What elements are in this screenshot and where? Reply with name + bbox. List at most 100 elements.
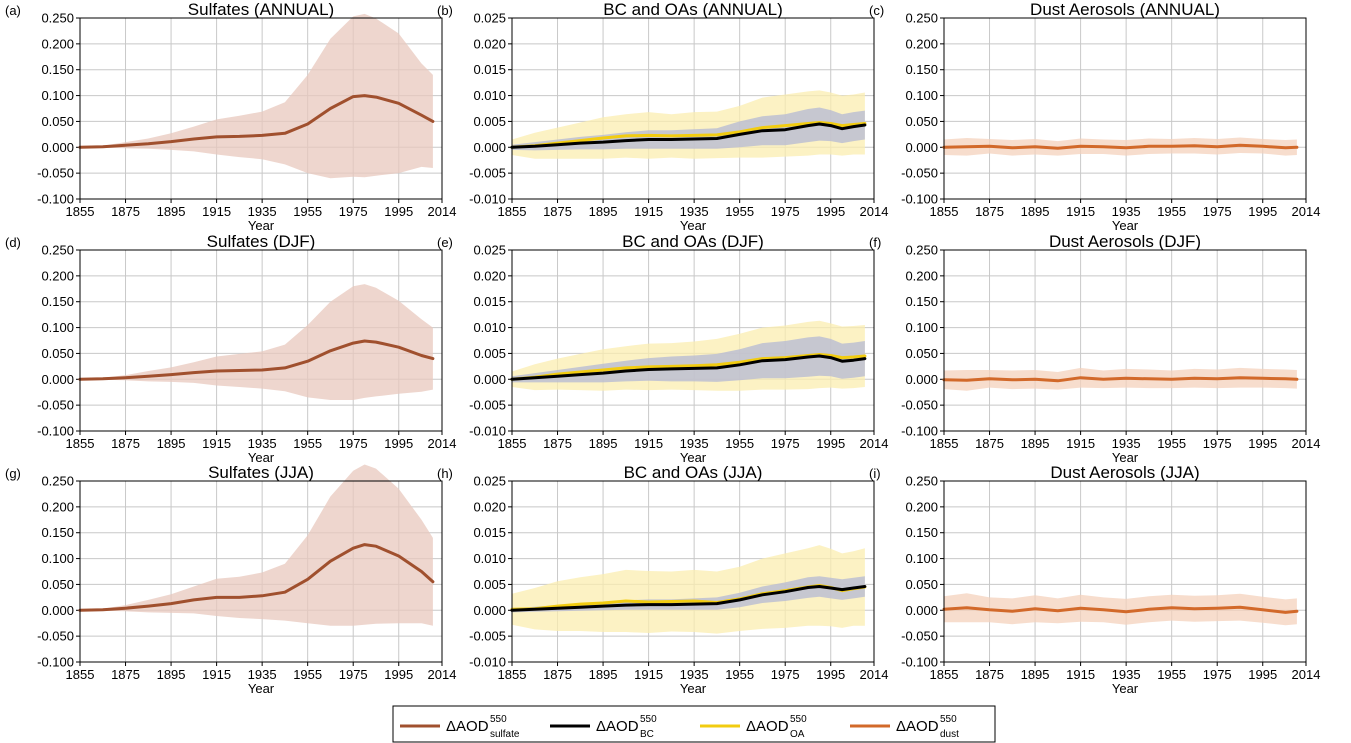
y-tick-label: 0.000 — [905, 603, 938, 618]
legend-label: ΔAOD — [896, 718, 939, 735]
y-tick-label: 0.150 — [41, 294, 74, 309]
legend-label: ΔAOD — [446, 718, 489, 735]
y-tick-label: 0.200 — [41, 268, 74, 283]
y-tick-label: 0.200 — [905, 499, 938, 514]
y-tick-label: 0.015 — [473, 294, 506, 309]
panel-label: (a) — [5, 3, 21, 18]
panel-label: (h) — [437, 466, 453, 481]
y-tick-label: 0.025 — [473, 243, 506, 258]
x-axis-label: Year — [680, 681, 707, 696]
y-tick-label: 0.000 — [905, 140, 938, 155]
plot-frame — [79, 480, 443, 663]
legend-subscript: sulfate — [490, 729, 520, 740]
x-tick-label: 1955 — [1157, 667, 1186, 682]
plot-frame — [79, 17, 443, 200]
y-tick-label: 0.000 — [41, 603, 74, 618]
x-tick-label: 2014 — [428, 667, 457, 682]
x-axis-label: Year — [1112, 218, 1139, 233]
y-tick-label: 0.100 — [905, 320, 938, 335]
y-tick-label: -0.050 — [901, 398, 938, 413]
x-tick-label: 1895 — [1021, 436, 1050, 451]
panel-c: 0.250 0.200 0.150 0.100 0.050 0.000 -0.050 -0.1… — [869, 0, 1320, 233]
x-tick-label: 1915 — [202, 204, 231, 219]
x-axis-label: Year — [248, 450, 275, 465]
panel-i: 0.250 0.200 0.150 0.100 0.050 0.000 -0.050 -0.1… — [869, 463, 1320, 696]
y-tick-label: 0.000 — [473, 372, 506, 387]
x-tick-label: 1915 — [1066, 436, 1095, 451]
panel-title: Sulfates (JJA) — [208, 463, 314, 482]
y-tick-label: 0.200 — [905, 36, 938, 51]
legend-superscript: 550 — [640, 714, 657, 725]
x-tick-label: 1875 — [975, 204, 1004, 219]
x-tick-label: 1975 — [1203, 436, 1232, 451]
x-axis-label: Year — [248, 218, 275, 233]
panel-label: (f) — [869, 235, 881, 250]
x-tick-label: 1895 — [1021, 667, 1050, 682]
y-tick-label: -0.100 — [37, 655, 74, 670]
y-tick-label: 0.050 — [41, 114, 74, 129]
x-axis-label: Year — [248, 681, 275, 696]
y-tick-label: 0.100 — [41, 88, 74, 103]
x-tick-label: 1955 — [725, 436, 754, 451]
panel-b: 0.025 0.020 0.015 0.010 0.005 0.000 -0.005 -0.0… — [437, 0, 888, 233]
x-tick-label: 1995 — [1248, 204, 1277, 219]
y-tick-label: -0.050 — [37, 166, 74, 181]
plot-area — [944, 250, 1306, 431]
x-tick-label: 2014 — [860, 667, 889, 682]
y-tick-label: 0.150 — [41, 62, 74, 77]
panel-label: (c) — [869, 3, 884, 18]
line-oa — [510, 121, 867, 149]
legend-entry-oa: ΔAOD 550 OA — [700, 714, 807, 740]
y-tick-label: 0.025 — [473, 11, 506, 26]
y-tick-label: -0.100 — [37, 424, 74, 439]
y-tick-label: 0.200 — [41, 499, 74, 514]
x-tick-label: 1915 — [1066, 667, 1095, 682]
y-tick-label: 0.020 — [473, 268, 506, 283]
panel-title: Dust Aerosols (JJA) — [1050, 463, 1199, 482]
x-tick-label: 1975 — [771, 667, 800, 682]
y-tick-label: -0.005 — [469, 629, 506, 644]
x-tick-label: 1935 — [680, 667, 709, 682]
x-tick-label: 2014 — [860, 436, 889, 451]
x-tick-label: 1935 — [1112, 436, 1141, 451]
x-tick-label: 1975 — [339, 436, 368, 451]
y-tick-label: -0.050 — [37, 629, 74, 644]
panel-title: BC and OAs (DJF) — [622, 232, 764, 251]
y-tick-label: -0.010 — [469, 192, 506, 207]
x-tick-label: 1995 — [384, 436, 413, 451]
y-tick-label: 0.050 — [905, 346, 938, 361]
line-sulfate — [78, 94, 435, 149]
x-tick-label: 1895 — [1021, 204, 1050, 219]
x-tick-label: 1915 — [1066, 204, 1095, 219]
line-dust — [942, 605, 1299, 614]
panel-label: (d) — [5, 235, 21, 250]
y-tick-label: 0.250 — [41, 243, 74, 258]
panel-title: Sulfates (DJF) — [207, 232, 316, 251]
x-tick-label: 2014 — [1292, 436, 1321, 451]
x-tick-label: 2014 — [428, 204, 457, 219]
panel-g: 0.250 0.200 0.150 0.100 0.050 0.000 -0.050 -0.1… — [5, 463, 456, 696]
y-tick-label: 0.250 — [905, 11, 938, 26]
panel-label: (b) — [437, 3, 453, 18]
x-tick-label: 1995 — [816, 667, 845, 682]
x-tick-label: 1955 — [293, 436, 322, 451]
plot-frame — [943, 17, 1307, 200]
x-tick-label: 1975 — [339, 667, 368, 682]
plot-frame — [511, 17, 875, 200]
y-tick-label: -0.100 — [901, 655, 938, 670]
x-tick-label: 1875 — [111, 204, 140, 219]
y-tick-label: 0.025 — [473, 474, 506, 489]
y-tick-label: 0.100 — [41, 551, 74, 566]
x-tick-label: 1895 — [157, 667, 186, 682]
plot-area — [944, 18, 1306, 199]
x-tick-label: 1995 — [816, 204, 845, 219]
x-tick-label: 1935 — [1112, 204, 1141, 219]
y-tick-label: -0.010 — [469, 424, 506, 439]
x-tick-label: 1955 — [725, 204, 754, 219]
y-tick-label: 0.000 — [41, 372, 74, 387]
legend-subscript: OA — [790, 729, 805, 740]
plot-frame — [943, 480, 1307, 663]
x-tick-label: 1995 — [816, 436, 845, 451]
y-tick-label: 0.010 — [473, 88, 506, 103]
x-tick-label: 1975 — [771, 436, 800, 451]
